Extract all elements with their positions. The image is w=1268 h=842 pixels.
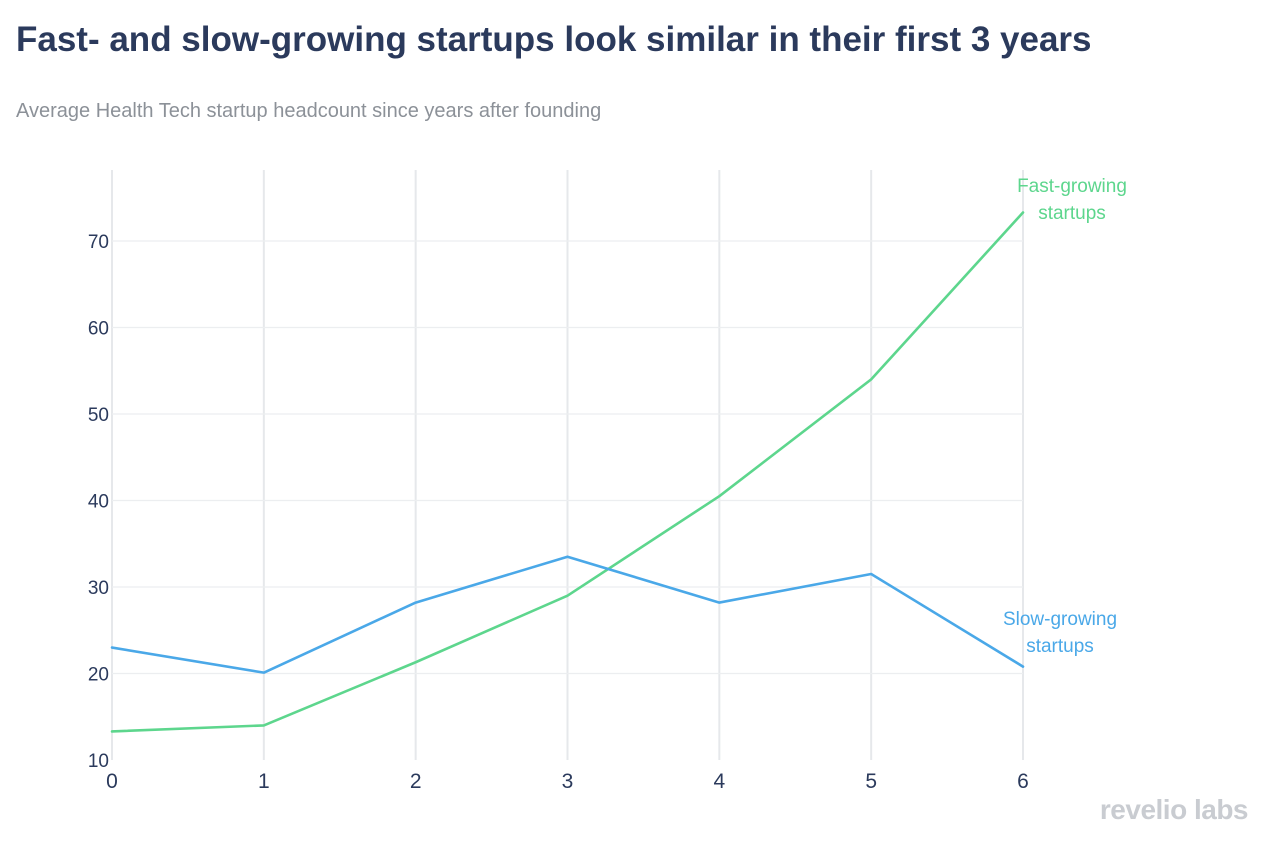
x-tick-label: 1 — [258, 770, 270, 793]
x-tick-label: 6 — [1017, 770, 1029, 793]
x-tick-label: 4 — [713, 770, 725, 793]
fast-growing-label: Fast-growing startups — [1017, 176, 1127, 224]
y-tick-label: 60 — [88, 319, 109, 340]
label-layer: Fast-growing startups Slow-growing startups — [1003, 176, 1127, 657]
grid-layer — [111, 170, 1024, 760]
x-tick-label: 0 — [106, 770, 118, 793]
x-tick-label: 3 — [562, 770, 574, 793]
y-tick-label: 50 — [88, 405, 109, 426]
revelio-labs-logo: revelio labs — [1099, 794, 1249, 825]
slow-growing-series-line — [110, 555, 1025, 674]
y-tick-label: 10 — [88, 751, 109, 772]
chart-title: Fast- and slow-growing startups look sim… — [16, 20, 1092, 59]
slow-growing-label: Slow-growing startups — [1003, 609, 1117, 657]
chart-subtitle: Average Health Tech startup headcount si… — [16, 100, 602, 122]
axis-layer: 10 20 30 40 50 60 70 0 1 2 3 4 5 6 — [88, 232, 1029, 793]
y-tick-label: 40 — [88, 492, 109, 513]
series-layer — [110, 211, 1025, 733]
x-tick-label: 2 — [410, 770, 422, 793]
y-tick-label: 20 — [88, 665, 109, 686]
fast-growing-series-line — [110, 211, 1025, 733]
y-tick-label: 30 — [88, 578, 109, 599]
x-tick-label: 5 — [865, 770, 877, 793]
y-tick-label: 70 — [88, 232, 109, 253]
